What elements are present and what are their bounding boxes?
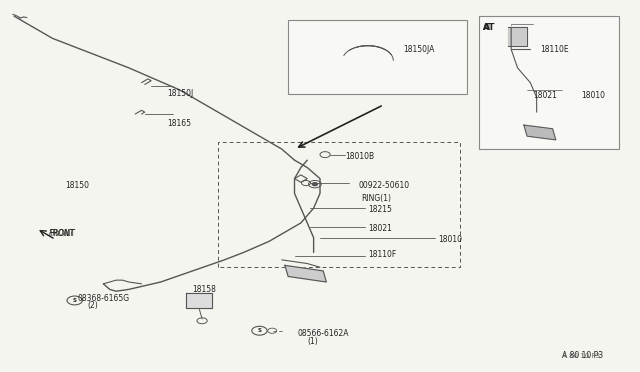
- Text: AT: AT: [483, 23, 495, 32]
- Text: 18158: 18158: [193, 285, 216, 294]
- Text: 18010: 18010: [581, 91, 605, 100]
- Text: 18165: 18165: [167, 119, 191, 128]
- Polygon shape: [508, 27, 527, 46]
- Bar: [288, 20, 467, 94]
- Text: S: S: [257, 328, 262, 333]
- Text: S: S: [73, 298, 77, 303]
- Text: 18021: 18021: [534, 91, 557, 100]
- Text: 18150: 18150: [65, 182, 89, 190]
- Text: 18150J: 18150J: [167, 89, 193, 98]
- Text: 18110E: 18110E: [540, 45, 568, 54]
- Text: (1): (1): [307, 337, 318, 346]
- Text: 18021: 18021: [368, 224, 392, 233]
- Circle shape: [312, 183, 317, 186]
- Text: 18150JA: 18150JA: [403, 45, 434, 54]
- Polygon shape: [285, 265, 326, 282]
- Bar: [479, 16, 620, 149]
- Text: FRONT: FRONT: [49, 230, 75, 238]
- Text: FRONT: FRONT: [49, 230, 75, 238]
- Polygon shape: [524, 125, 556, 140]
- Text: (2): (2): [88, 301, 98, 311]
- Text: 18110F: 18110F: [368, 250, 396, 259]
- Text: A 80 10 P3: A 80 10 P3: [562, 353, 600, 359]
- Text: A 80 10 P3: A 80 10 P3: [562, 351, 604, 360]
- Text: 08566-6162A: 08566-6162A: [298, 329, 349, 338]
- Text: 18215: 18215: [368, 205, 392, 215]
- Text: 00922-50610: 00922-50610: [358, 182, 410, 190]
- Text: 18010B: 18010B: [346, 152, 374, 161]
- Text: AT: AT: [483, 23, 492, 32]
- Polygon shape: [186, 293, 212, 308]
- Text: 18010: 18010: [438, 235, 462, 244]
- Text: 08368-6165G: 08368-6165G: [78, 294, 130, 303]
- Text: RING(1): RING(1): [362, 195, 392, 203]
